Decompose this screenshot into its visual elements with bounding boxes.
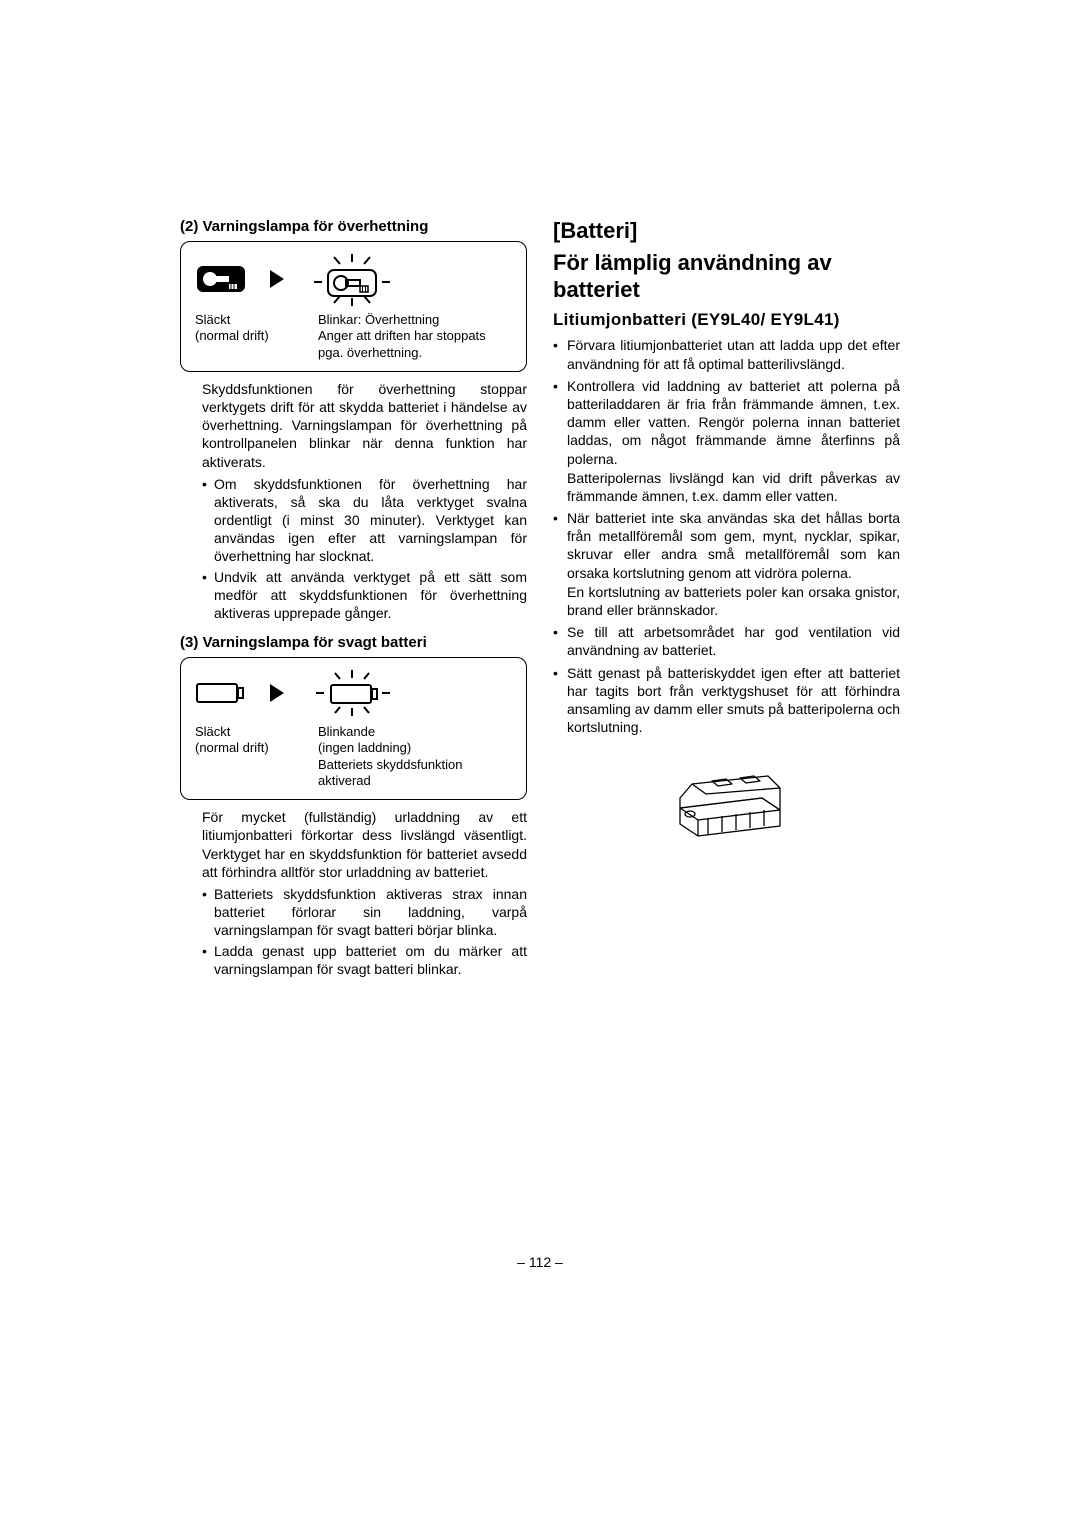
lowbatt-left-label: Släckt (normal drift) xyxy=(195,724,310,789)
overheat-right-label: Blinkar: Överhettning Anger att driften … xyxy=(318,312,512,361)
list-item: När batteriet inte ska användas ska det … xyxy=(553,509,900,619)
bullet-text: Sätt genast på batteriskyddet igen efter… xyxy=(567,665,900,736)
page-number: – 112 – xyxy=(0,1254,1080,1270)
section-2-paragraph: Skyddsfunktionen för överhettning stoppa… xyxy=(180,380,527,471)
list-item: Om skyddsfunktionen för överhettning har… xyxy=(202,475,527,566)
overheat-icon-row xyxy=(195,252,512,306)
list-item: Batteriets skyddsfunktion aktiveras stra… xyxy=(202,885,527,940)
section-2-bullets: Om skyddsfunktionen för överhettning har… xyxy=(180,473,527,623)
section-2-title: (2) Varningslampa för överhettning xyxy=(180,218,527,235)
lowbatt-lamp-box: Släckt (normal drift) Blinkande (ingen l… xyxy=(180,657,527,800)
battery-heading-2: För lämplig användning av batteriet xyxy=(553,250,900,303)
section-3-title: (3) Varningslampa för svagt batteri xyxy=(180,634,527,651)
bullet-subtext: En kortslutning av batteriets poler kan … xyxy=(567,583,900,619)
arrow-icon xyxy=(267,682,287,704)
overheat-label-row: Släckt (normal drift) Blinkar: Överhettn… xyxy=(195,312,512,361)
bullet-text: När batteriet inte ska användas ska det … xyxy=(567,510,900,581)
lamp-off-icon xyxy=(195,260,247,298)
list-item: Sätt genast på batteriskyddet igen efter… xyxy=(553,664,900,737)
arrow-icon xyxy=(267,268,287,290)
list-item: Ladda genast upp batteriet om du märker … xyxy=(202,942,527,978)
bullet-text: Förvara litiumjonbatteriet utan att ladd… xyxy=(567,337,900,371)
section-3-bullets: Batteriets skyddsfunktion aktiveras stra… xyxy=(180,883,527,978)
battery-blink-icon xyxy=(307,668,397,718)
overheat-left-label: Släckt (normal drift) xyxy=(195,312,310,361)
section-3-paragraph: För mycket (fullständig) urladdning av e… xyxy=(180,808,527,881)
overheat-lamp-box: Släckt (normal drift) Blinkar: Överhettn… xyxy=(180,241,527,372)
battery-heading-1: [Batteri] xyxy=(553,218,900,244)
list-item: Undvik att använda verktyget på ett sätt… xyxy=(202,568,527,623)
battery-pack-icon xyxy=(662,748,792,838)
list-item: Se till att arbetsområdet har god ventil… xyxy=(553,623,900,659)
right-column: [Batteri] För lämplig användning av batt… xyxy=(553,218,900,978)
list-item: Kontrollera vid laddning av batteriet at… xyxy=(553,377,900,505)
battery-off-icon xyxy=(195,678,247,708)
lowbatt-label-row: Släckt (normal drift) Blinkande (ingen l… xyxy=(195,724,512,789)
lamp-blink-icon xyxy=(307,252,397,306)
list-item: Förvara litiumjonbatteriet utan att ladd… xyxy=(553,336,900,372)
bullet-text: Se till att arbetsområdet har god ventil… xyxy=(567,624,900,658)
bullet-subtext: Batteripolernas livslängd kan vid drift … xyxy=(567,469,900,505)
lowbatt-icon-row xyxy=(195,668,512,718)
page-content: (2) Varningslampa för överhettning xyxy=(180,218,900,978)
lowbatt-right-label: Blinkande (ingen laddning) Batteriets sk… xyxy=(318,724,512,789)
left-column: (2) Varningslampa för överhettning xyxy=(180,218,527,978)
battery-bullets: Förvara litiumjonbatteriet utan att ladd… xyxy=(553,336,900,740)
bullet-text: Kontrollera vid laddning av batteriet at… xyxy=(567,378,900,467)
battery-subheading: Litiumjonbatteri (EY9L40/ EY9L41) xyxy=(553,309,900,330)
